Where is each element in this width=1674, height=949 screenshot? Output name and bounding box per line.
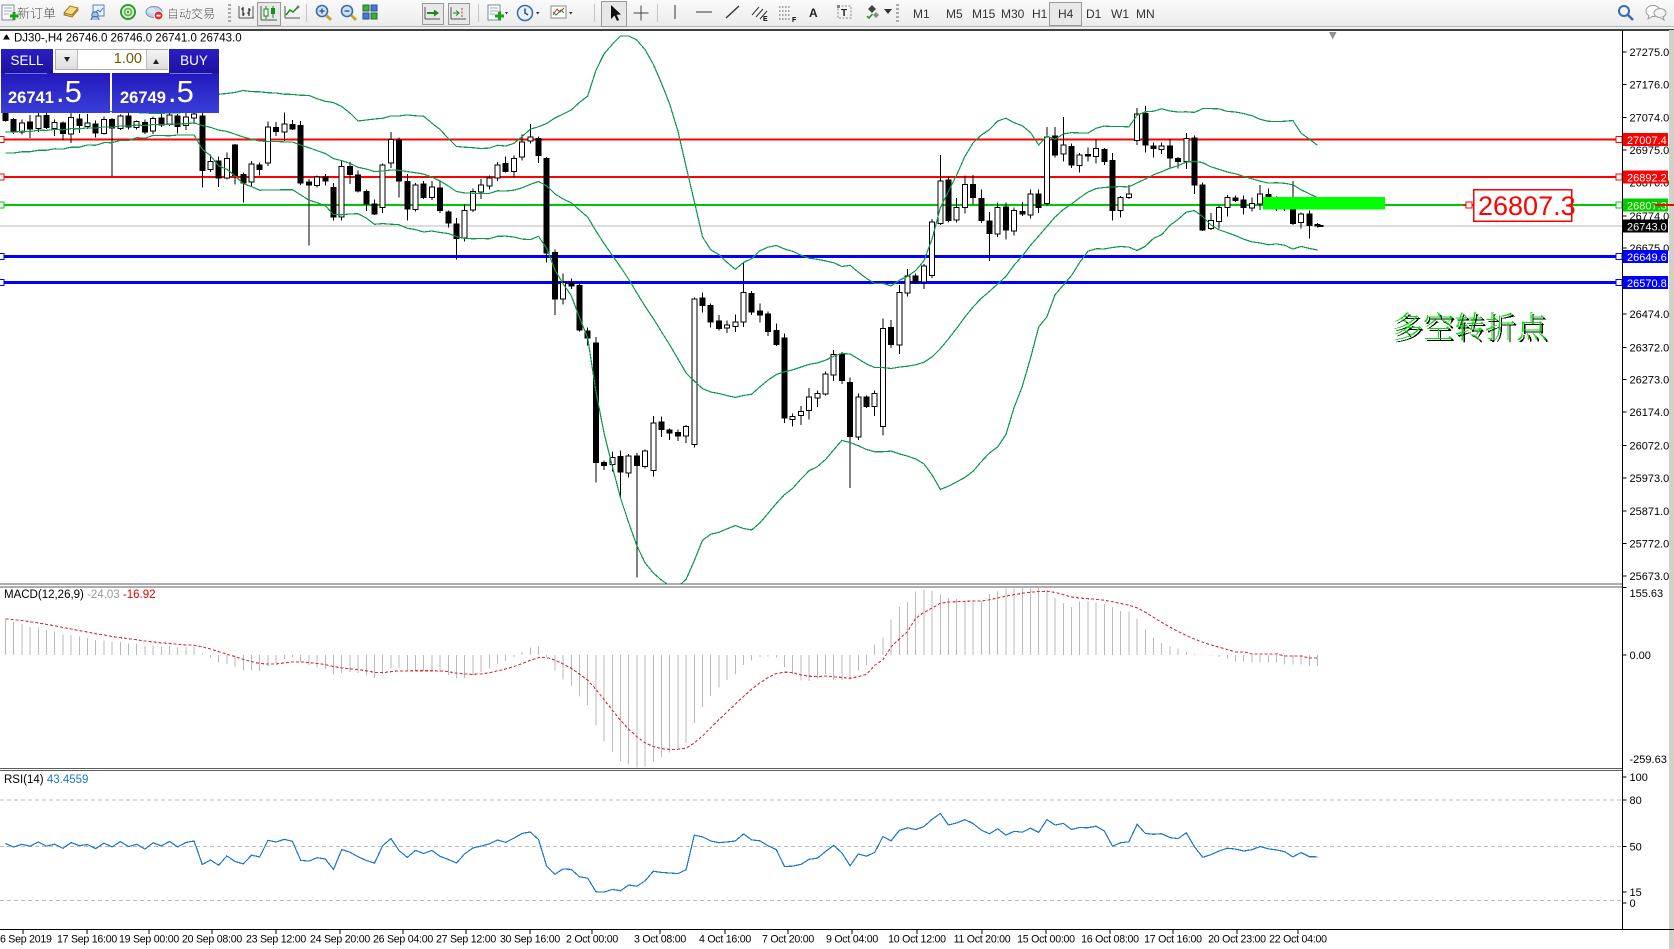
svg-text:26372.0: 26372.0 bbox=[1630, 342, 1670, 354]
svg-text:20 Sep 08:00: 20 Sep 08:00 bbox=[182, 934, 242, 946]
svg-text:26174.0: 26174.0 bbox=[1630, 407, 1670, 419]
svg-text:155.63: 155.63 bbox=[1630, 588, 1664, 600]
svg-text:19 Sep 00:00: 19 Sep 00:00 bbox=[119, 934, 179, 946]
svg-text:27275.0: 27275.0 bbox=[1630, 47, 1670, 59]
svg-text:26975.0: 26975.0 bbox=[1630, 145, 1670, 157]
svg-text:16 Sep 2019: 16 Sep 2019 bbox=[0, 934, 52, 946]
svg-text:F: F bbox=[792, 17, 797, 23]
svg-text:25772.0: 25772.0 bbox=[1630, 539, 1670, 551]
svg-text:11 Oct 20:00: 11 Oct 20:00 bbox=[954, 934, 1011, 946]
svg-text:26892.2: 26892.2 bbox=[1627, 173, 1667, 185]
svg-text:2 Oct 00:00: 2 Oct 00:00 bbox=[566, 934, 618, 946]
svg-text:30 Sep 16:00: 30 Sep 16:00 bbox=[500, 934, 560, 946]
svg-text:0: 0 bbox=[1630, 898, 1636, 910]
svg-text:27 Sep 12:00: 27 Sep 12:00 bbox=[436, 934, 496, 946]
svg-text:100: 100 bbox=[1630, 772, 1648, 784]
svg-text:50: 50 bbox=[1630, 841, 1642, 853]
svg-text:24 Sep 20:00: 24 Sep 20:00 bbox=[310, 934, 370, 946]
svg-text:20 Oct 23:00: 20 Oct 23:00 bbox=[1208, 934, 1266, 946]
svg-text:26743.0: 26743.0 bbox=[1627, 222, 1667, 234]
svg-text:16 Oct 08:00: 16 Oct 08:00 bbox=[1081, 934, 1139, 946]
svg-text:4 Oct 16:00: 4 Oct 16:00 bbox=[699, 934, 751, 946]
svg-text:3 Oct 08:00: 3 Oct 08:00 bbox=[634, 934, 686, 946]
svg-text:T: T bbox=[841, 8, 847, 19]
svg-text:17 Sep 16:00: 17 Sep 16:00 bbox=[57, 934, 117, 946]
svg-text:-259.63: -259.63 bbox=[1630, 754, 1667, 766]
svg-text:10 Oct 12:00: 10 Oct 12:00 bbox=[888, 934, 946, 946]
svg-text:26807.3: 26807.3 bbox=[1478, 191, 1576, 221]
svg-text:17 Oct 16:00: 17 Oct 16:00 bbox=[1144, 934, 1202, 946]
svg-text:25973.0: 25973.0 bbox=[1630, 473, 1670, 485]
svg-text:9 Oct 04:00: 9 Oct 04:00 bbox=[826, 934, 878, 946]
svg-text:26649.6: 26649.6 bbox=[1627, 252, 1667, 264]
svg-text:0.00: 0.00 bbox=[1630, 650, 1651, 662]
svg-text:23 Sep 12:00: 23 Sep 12:00 bbox=[246, 934, 306, 946]
svg-text:RSI(14) 43.4559: RSI(14) 43.4559 bbox=[4, 774, 88, 786]
svg-text:27074.0: 27074.0 bbox=[1630, 113, 1670, 125]
svg-text:26474.0: 26474.0 bbox=[1630, 309, 1670, 321]
svg-text:22 Oct 04:00: 22 Oct 04:00 bbox=[1269, 934, 1327, 946]
svg-text:7 Oct 20:00: 7 Oct 20:00 bbox=[762, 934, 814, 946]
svg-text:25871.0: 25871.0 bbox=[1630, 506, 1670, 518]
svg-text:27176.0: 27176.0 bbox=[1630, 79, 1670, 91]
svg-text:27007.4: 27007.4 bbox=[1627, 135, 1667, 147]
svg-text:E: E bbox=[763, 16, 768, 23]
svg-text:26 Sep 04:00: 26 Sep 04:00 bbox=[373, 934, 433, 946]
svg-text:DJ30-,H4 26746.0 26746.0 2674: DJ30-,H4 26746.0 26746.0 26741.0 26743.0 bbox=[14, 33, 242, 45]
svg-text:26273.0: 26273.0 bbox=[1630, 375, 1670, 387]
svg-text:15: 15 bbox=[1630, 887, 1642, 899]
svg-text:MACD(12,26,9) -24.03 -16.92: MACD(12,26,9) -24.03 -16.92 bbox=[4, 589, 156, 601]
svg-text:80: 80 bbox=[1630, 795, 1642, 807]
svg-text:26570.8: 26570.8 bbox=[1627, 278, 1667, 290]
svg-text:25673.0: 25673.0 bbox=[1630, 571, 1670, 583]
svg-text:26807.3: 26807.3 bbox=[1627, 201, 1667, 213]
svg-text:26072.0: 26072.0 bbox=[1630, 440, 1670, 452]
svg-text:15 Oct 00:00: 15 Oct 00:00 bbox=[1017, 934, 1075, 946]
